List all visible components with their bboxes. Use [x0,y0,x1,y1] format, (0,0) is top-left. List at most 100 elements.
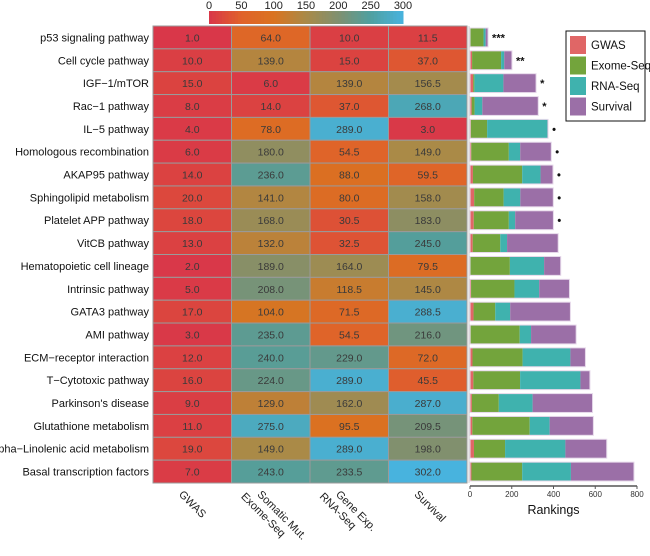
row-label: alpha−Linolenic acid metabolism [0,444,149,456]
heatmap-cell-value: 1.0 [185,32,200,44]
bar-segment-gwas [470,210,474,230]
heatmap-cell-value: 79.5 [418,261,439,273]
heatmap-cell-value: 158.0 [415,192,441,204]
bar-segment-rna-seq [474,96,483,116]
x-axis-tick-label: 200 [505,490,519,499]
bar-segment-gwas [470,73,474,93]
bar-segment-survival [570,347,586,367]
colorbar-tick-label: 300 [394,0,412,12]
colorbar-tick-label: 200 [329,0,347,12]
colorbar-segment [344,11,349,24]
heatmap-cell-value: 2.0 [185,261,200,273]
column-label: Gene Exp.RNA-Seq [317,489,379,534]
heatmap-cell-value: 5.0 [185,284,200,296]
heatmap-cell-value: 288.5 [415,307,441,319]
bar-outline [469,370,591,391]
bar-segment-rna-seq [514,279,540,299]
x-axis-tick-label: 400 [547,490,561,499]
colorbar-segment [341,11,346,24]
colorbar-segment [251,11,255,24]
bar-segment-rna-seq [474,73,504,93]
bar-segment-survival [549,416,594,436]
heatmap-cell-value: 3.0 [420,124,435,136]
row-label: AMI pathway [85,329,149,341]
heatmap-cell-value: 180.0 [258,147,284,159]
heatmap-cell-value: 236.0 [258,170,284,182]
row-label: Intrinsic pathway [67,284,149,296]
heatmap-cell-value: 118.5 [337,284,363,296]
bar-segment-gwas [470,233,473,253]
bar-segment-rna-seq [508,142,521,162]
row-label: Platelet APP pathway [44,215,149,227]
bar-segment-gwas [470,393,472,413]
colorbar-segment [396,11,401,24]
legend: GWAS Exome-Seq RNA-Seq Survival [565,30,650,122]
bar-segment-survival [544,256,561,276]
bar-segment-survival [520,187,554,207]
heatmap-cell-value: 14.0 [182,170,203,182]
legend-label: GWAS [591,40,626,52]
colorbar-segment [228,11,233,24]
column-labels: GWAS Somatic Mut.Exome-Seq Gene Exp.RNA-Se… [176,489,448,543]
colorbar-segment [367,11,372,24]
significance-annotation: • [555,147,559,159]
heatmap-cell-value: 10.0 [182,55,203,67]
heatmap-cell-value: 216.0 [415,329,441,341]
significance-annotation: • [557,215,561,227]
bar-segment-survival [539,279,570,299]
heatmap-cell-value: 149.0 [415,147,441,159]
bar-outline [469,96,539,116]
colorbar-segment [380,11,385,24]
bar-segment-gwas [470,50,473,70]
bar-segment-rna-seq [522,165,541,184]
bar-segment-gwas [470,462,472,481]
colorbar-segment [360,11,365,24]
bar-segment-rna-seq [483,28,486,47]
bar-outline [469,210,554,231]
heatmap-cell-value: 289.0 [336,444,362,456]
colorbar-segment [231,11,236,24]
heatmap-cell-value: 287.0 [415,398,441,410]
bar-segment-rna-seq [520,370,581,390]
heatmap-cell-value: 88.0 [339,170,360,182]
row-label: T−Cytotoxic pathway [47,375,150,387]
colorbar-segment [286,11,291,24]
bar-segment-exome-seq [470,28,484,47]
colorbar-segment [335,11,339,24]
colorbar-segment [270,11,275,24]
x-axis-tick-label: 600 [589,490,603,499]
colorbar-segment [225,11,229,24]
bar-segment-gwas [470,347,473,367]
row-label: AKAP95 pathway [63,170,149,182]
bar-outline [469,347,586,368]
bar-segment-gwas [470,187,475,207]
bar-outline [469,415,594,436]
bar-segment-exome-seq [470,119,488,139]
colorbar-segment [322,11,326,24]
row-label: IL−5 pathway [83,124,149,136]
colorbar-segment [218,11,223,24]
column-label-line1: GWAS [176,489,208,521]
heatmap-cell-value: 149.0 [258,444,284,456]
colorbar-segment [348,11,352,24]
colorbar-segment [209,11,213,24]
colorbar: 0 50 100 150 200 250 300 [206,0,412,24]
heatmap-cell-value: 9.0 [185,398,200,410]
bar-segment-gwas [470,142,472,162]
heatmap-cell-value: 235.0 [258,329,284,341]
colorbar-segment [386,11,391,24]
bar-outline [469,278,570,299]
colorbar-segment [390,11,394,24]
heatmap-cell-value: 162.0 [336,398,362,410]
colorbar-segment [257,11,262,24]
heatmap-cell-value: 59.5 [418,170,439,182]
heatmap-cell-value: 6.0 [263,78,278,90]
colorbar-segment [234,11,239,24]
colorbar-segment [315,11,320,24]
row-label: Glutathione metabolism [33,421,149,433]
heatmap-cell-value: 4.0 [185,124,200,136]
heatmap-cell-value: 183.0 [415,215,441,227]
heatmap-cell-value: 6.0 [185,147,200,159]
bar-segment-survival [540,165,553,184]
bar-segment-survival [580,370,590,390]
